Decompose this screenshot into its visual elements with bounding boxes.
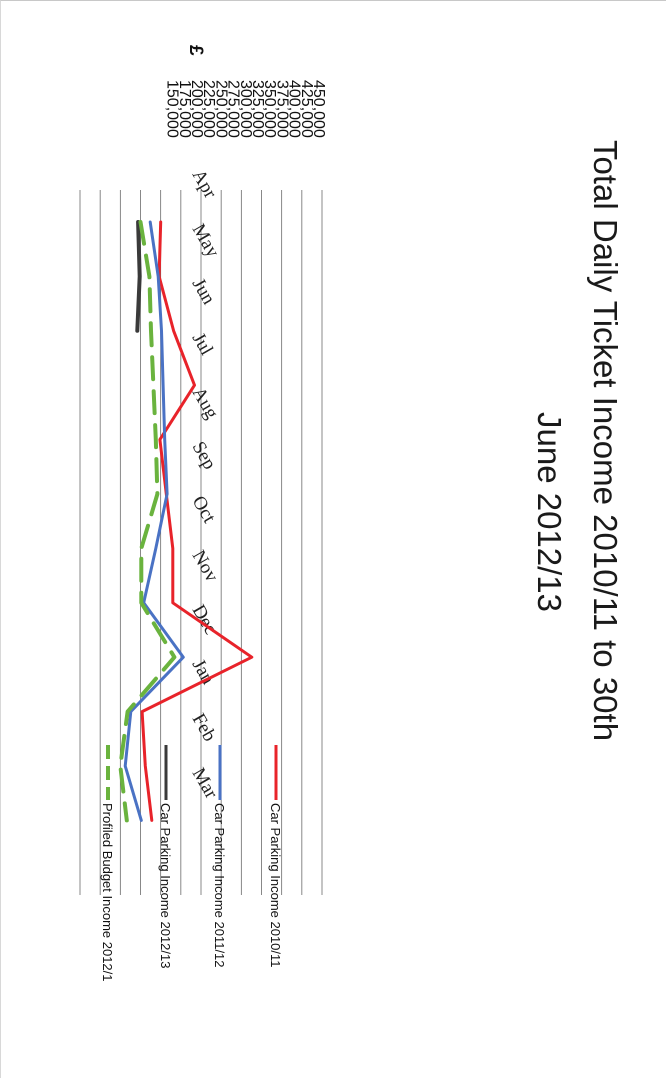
y-axis-ticks: 450,000425,000400,000375,000350,000325,0… xyxy=(164,80,327,138)
series-line xyxy=(123,220,185,822)
y-tick-label: 200,000 xyxy=(188,80,205,138)
chart-title-line-2: June 2012/13 xyxy=(531,412,568,612)
y-tick-label: 150,000 xyxy=(164,80,181,138)
y-tick-label: 275,000 xyxy=(225,80,242,138)
y-tick-label: 425,000 xyxy=(298,80,315,138)
series-lines xyxy=(118,220,254,823)
gridlines xyxy=(79,190,323,895)
series-line xyxy=(118,220,177,823)
x-tick-label: Apr xyxy=(188,166,221,203)
x-tick-label: Sep xyxy=(188,438,220,473)
chart-title-line-1: Total Daily Ticket Income 2010/11 to 30t… xyxy=(587,140,624,741)
y-tick-label: 225,000 xyxy=(200,80,217,138)
legend: Car Parking Income 2010/11 Car Parking In… xyxy=(100,745,283,982)
x-tick-label: Mar xyxy=(188,764,222,802)
x-tick-label: Jan xyxy=(188,656,219,689)
y-tick-label: 175,000 xyxy=(176,80,193,138)
x-tick-label: Nov xyxy=(188,547,223,586)
x-tick-label: Jul xyxy=(188,329,217,359)
legend-label: Car Parking Income 2011/12 xyxy=(212,803,227,968)
x-tick-label: Feb xyxy=(188,710,220,745)
y-tick-label: 325,000 xyxy=(249,80,266,138)
y-tick-label: 400,000 xyxy=(286,80,303,138)
y-tick-label: 300,000 xyxy=(237,80,254,138)
x-tick-label: May xyxy=(188,220,224,261)
y-tick-label: 350,000 xyxy=(261,80,278,138)
y-tick-label: 450,000 xyxy=(310,80,327,138)
legend-label: Car Parking Income 2012/13 xyxy=(158,803,173,968)
chart-title: Total Daily Ticket Income 2010/11 to 30t… xyxy=(531,140,624,741)
x-tick-label: Jun xyxy=(188,275,220,309)
legend-label: Car Parking Income 2010/11 xyxy=(268,803,283,968)
y-tick-label: 375,000 xyxy=(273,80,290,138)
y-axis-unit-label: £ xyxy=(185,45,206,56)
series-line xyxy=(140,220,254,822)
legend-label: Profiled Budget Income 2012/1 xyxy=(100,803,115,982)
y-tick-label: 250,000 xyxy=(212,80,229,138)
series-line xyxy=(135,220,142,333)
x-tick-label: Oct xyxy=(188,492,220,527)
